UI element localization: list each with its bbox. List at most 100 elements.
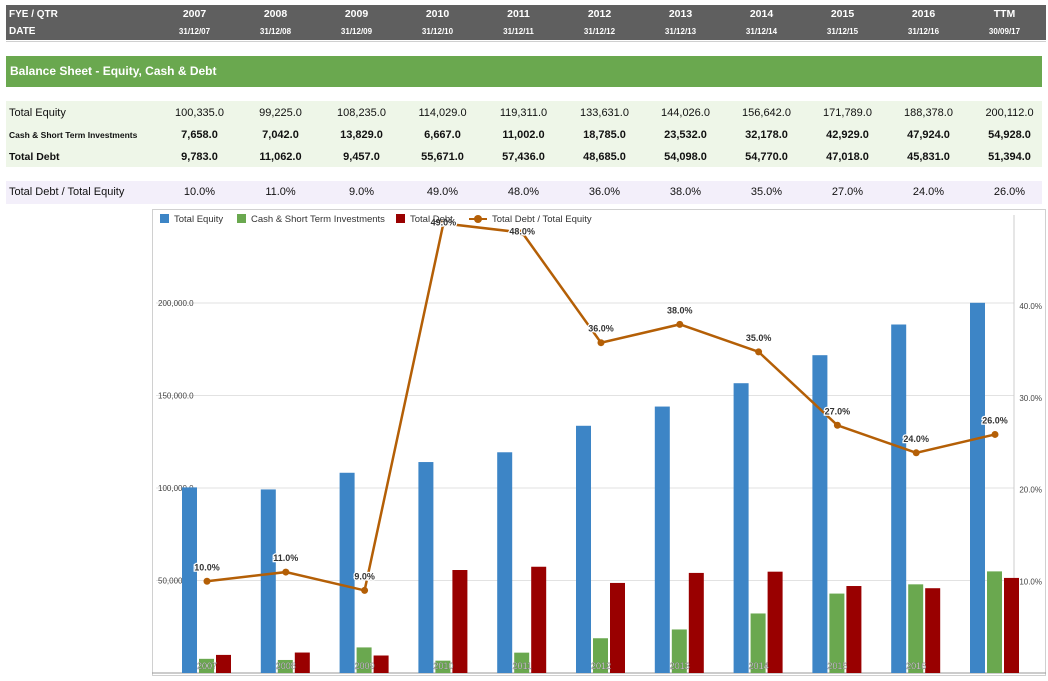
table-cell: 47,924.0 (907, 129, 950, 141)
bar (373, 655, 389, 673)
date-header: 31/12/07 (178, 27, 211, 36)
fye-qtr-label: FYE / QTR (9, 9, 58, 20)
y-right-tick-label: 10.0% (1019, 577, 1042, 586)
legend-swatch (474, 215, 482, 223)
y-left-tick-label: 50,000.0 (158, 577, 190, 586)
data-label: 11.0% (273, 553, 298, 563)
legend-swatch (396, 214, 405, 223)
date-header: 31/12/11 (503, 27, 534, 36)
ratio-point (203, 577, 211, 585)
bar (891, 324, 907, 673)
bar (497, 452, 513, 673)
table-cell: 171,789.0 (823, 107, 872, 119)
table-cell: 114,029.0 (418, 107, 467, 119)
table-cell: 48,685.0 (583, 151, 626, 163)
table-cell: 48.0% (507, 186, 540, 198)
legend-swatch (237, 214, 246, 223)
y-right-tick-label: 40.0% (1019, 302, 1042, 311)
x-tick-label: 2013 (670, 661, 690, 671)
ratio-point (833, 421, 841, 429)
bar (767, 571, 783, 673)
table-cell: 27.0% (831, 186, 864, 198)
year-header: 2015 (830, 8, 855, 20)
date-header: 31/12/15 (826, 27, 859, 36)
date-label: DATE (9, 26, 36, 37)
fiscal-year-row: FYE / QTR 2007 2008 2009 2010 2011 2012 … (6, 6, 1046, 23)
ratio-point (439, 219, 447, 227)
table-cell: 144,026.0 (661, 107, 710, 119)
table-cell: 11,002.0 (502, 129, 545, 141)
bar (514, 652, 530, 673)
bar (671, 629, 687, 673)
date-header: 31/12/13 (664, 27, 697, 36)
table-cell: 11,062.0 (259, 151, 302, 163)
data-label: 9.0% (354, 571, 375, 581)
chart-svg: 50,000.0 100,000.0 150,000.0 200,000.0 10.0%… (152, 209, 1046, 676)
y-left-tick-label: 150,000.0 (158, 392, 194, 401)
data-label: 48.0% (509, 227, 535, 237)
y-right-tick-label: 30.0% (1019, 394, 1042, 403)
date-header: 31/12/10 (421, 27, 454, 36)
bar (829, 593, 845, 673)
year-header: 2009 (344, 8, 369, 20)
legend-swatch (160, 214, 169, 223)
bar (610, 582, 625, 673)
x-tick-label: 2011 (513, 661, 532, 671)
table-cell: 9,783.0 (181, 151, 218, 163)
bar (356, 647, 372, 673)
data-label: 35.0% (746, 333, 772, 343)
table-row-total-debt: Total Debt 9,783.0 11,062.0 9,457.0 55,6… (6, 146, 1042, 168)
table-cell: 108,235.0 (337, 107, 386, 119)
data-label: 27.0% (825, 406, 851, 416)
table-cell: 13,829.0 (340, 129, 383, 141)
row-label: Total Debt (9, 151, 60, 163)
year-header: 2011 (507, 8, 530, 20)
table-cell: 54,770.0 (745, 151, 788, 163)
date-header: 30/09/17 (988, 27, 1021, 36)
table-cell: 54,928.0 (988, 129, 1031, 141)
bar (812, 355, 828, 673)
data-label: 24.0% (903, 434, 929, 444)
date-row: DATE 31/12/07 31/12/08 31/12/09 31/12/10… (6, 23, 1046, 40)
data-label: 10.0% (194, 562, 220, 572)
bar (970, 302, 985, 673)
bar (182, 487, 197, 673)
table-cell: 55,671.0 (421, 151, 464, 163)
table-row-debt-equity-ratio: Total Debt / Total Equity 10.0% 11.0% 9.… (6, 181, 1042, 204)
bar (199, 658, 214, 673)
year-header: 2016 (911, 8, 936, 20)
table-cell: 156,642.0 (742, 107, 791, 119)
date-header: 31/12/14 (745, 27, 778, 36)
table-cell: 38.0% (669, 186, 702, 198)
bar (531, 566, 547, 673)
ratio-point (518, 229, 526, 237)
bar (733, 383, 749, 673)
date-header: 31/12/12 (583, 27, 616, 36)
header-divider (6, 41, 1046, 42)
table-cell: 23,532.0 (664, 129, 707, 141)
table-cell: 7,658.0 (181, 129, 218, 141)
x-tick-label: 2008 (276, 661, 296, 671)
ratio-point (912, 449, 920, 457)
year-header: TTM (993, 8, 1016, 20)
ratio-point (597, 339, 605, 347)
bar (435, 660, 451, 673)
table-cell: 7,042.0 (262, 129, 299, 141)
year-header: 2012 (587, 8, 612, 20)
legend-label: Total Debt (410, 214, 453, 225)
y-right-tick-label: 20.0% (1019, 486, 1042, 495)
table-cell: 100,335.0 (175, 107, 224, 119)
legend-label: Total Debt / Total Equity (492, 214, 592, 225)
bar (908, 584, 924, 673)
balance-sheet-table: Total Equity 100,335.0 99,225.0 108,235.… (6, 101, 1042, 167)
table-cell: 32,178.0 (745, 129, 788, 141)
bar (452, 570, 468, 673)
table-cell: 9,457.0 (343, 151, 380, 163)
ratio-point (676, 320, 684, 328)
row-label: Total Debt / Total Equity (9, 186, 125, 198)
bar (750, 613, 766, 673)
table-cell: 133,631.0 (580, 107, 629, 119)
bar (418, 462, 434, 673)
data-label: 26.0% (982, 415, 1008, 425)
bar (654, 406, 670, 673)
